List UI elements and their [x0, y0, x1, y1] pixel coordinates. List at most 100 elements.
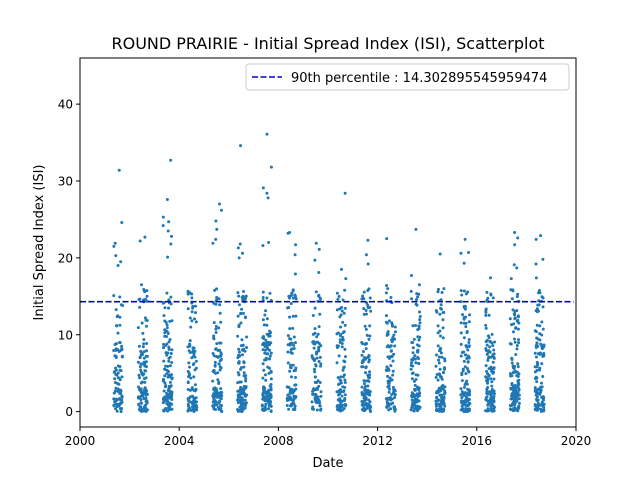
data-point	[190, 296, 194, 300]
data-point	[137, 373, 141, 377]
data-point	[240, 353, 244, 357]
data-point	[411, 358, 415, 362]
data-point	[265, 296, 269, 300]
data-point	[319, 364, 323, 368]
data-point	[342, 407, 346, 411]
data-point	[340, 345, 344, 349]
data-point	[239, 380, 243, 384]
data-point	[141, 393, 145, 397]
data-point	[112, 370, 116, 374]
data-point	[409, 361, 413, 365]
data-point	[536, 407, 540, 411]
x-tick-label: 2020	[561, 434, 592, 448]
data-point	[187, 361, 191, 365]
data-point	[438, 252, 442, 256]
data-point	[142, 405, 146, 409]
data-point	[517, 397, 521, 401]
data-point	[467, 250, 471, 254]
data-point	[165, 330, 169, 334]
data-point	[261, 376, 265, 380]
data-point	[367, 358, 371, 362]
data-point	[120, 394, 124, 398]
data-point	[435, 373, 439, 377]
data-point	[265, 394, 269, 398]
data-point	[489, 401, 493, 405]
data-point	[141, 352, 145, 356]
data-point	[186, 387, 190, 391]
data-point	[167, 394, 171, 398]
data-point	[442, 366, 446, 370]
data-point	[463, 237, 467, 241]
data-point	[167, 347, 171, 351]
data-point	[540, 395, 544, 399]
data-point	[439, 401, 443, 405]
data-point	[214, 347, 218, 351]
data-point	[188, 342, 192, 346]
data-point	[484, 326, 488, 330]
data-point	[116, 314, 120, 318]
data-point	[443, 359, 447, 363]
data-point	[413, 397, 417, 401]
data-point	[243, 315, 247, 319]
data-point	[142, 342, 146, 346]
data-point	[170, 361, 174, 365]
data-point	[138, 305, 142, 309]
data-point	[112, 348, 116, 352]
data-point	[512, 395, 516, 398]
data-point	[167, 298, 171, 302]
data-point	[493, 405, 497, 409]
data-point	[441, 326, 445, 330]
data-point	[167, 220, 171, 224]
data-point	[169, 351, 173, 355]
data-point	[119, 401, 123, 405]
data-point	[468, 313, 472, 317]
data-point	[486, 407, 490, 411]
data-point	[362, 379, 366, 383]
data-point	[468, 402, 472, 406]
data-point	[193, 349, 197, 353]
data-point	[490, 384, 494, 388]
data-point	[138, 404, 142, 408]
data-point	[268, 395, 272, 399]
data-point	[362, 396, 366, 400]
data-point	[513, 231, 517, 235]
data-point	[443, 385, 447, 389]
y-axis-label: Initial Spread Index (ISI)	[32, 165, 47, 321]
data-point	[120, 355, 124, 359]
data-point	[214, 330, 218, 334]
data-point	[141, 345, 145, 349]
data-point	[268, 366, 272, 370]
data-point	[315, 356, 319, 360]
data-point	[409, 408, 413, 412]
data-point	[287, 407, 291, 411]
data-point	[236, 401, 240, 405]
data-point	[145, 354, 149, 358]
data-point	[317, 270, 321, 274]
data-point	[186, 307, 190, 311]
data-point	[313, 306, 317, 310]
data-point	[215, 298, 219, 302]
data-point	[486, 378, 490, 382]
data-point	[492, 366, 496, 370]
data-point	[462, 359, 466, 363]
data-point	[193, 368, 197, 372]
data-point	[467, 320, 471, 324]
data-point	[163, 331, 167, 335]
data-point	[237, 360, 241, 364]
data-point	[342, 359, 346, 363]
data-point	[491, 296, 495, 300]
data-point	[539, 342, 543, 346]
data-point	[170, 393, 174, 397]
data-point	[517, 383, 521, 387]
data-point	[115, 373, 119, 377]
data-point	[288, 396, 292, 400]
data-point	[269, 165, 273, 169]
data-point	[390, 355, 394, 359]
data-point	[212, 354, 216, 358]
data-point	[491, 398, 495, 402]
data-point	[438, 312, 442, 316]
data-point	[435, 395, 439, 399]
data-point	[265, 191, 269, 195]
data-point	[414, 227, 418, 231]
data-point	[341, 298, 345, 302]
